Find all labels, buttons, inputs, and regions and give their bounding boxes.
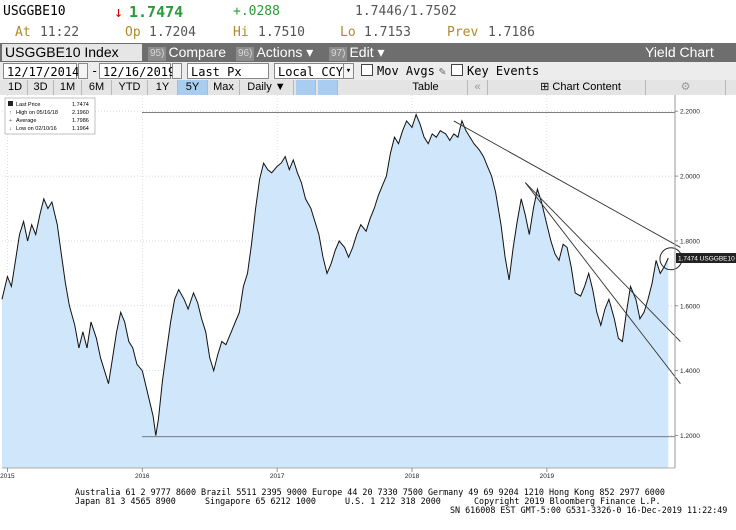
controls-bar: 12/17/2014 - 12/16/2019 Last Px Local CC… [0, 62, 736, 80]
trend-lines [453, 120, 681, 384]
footer-session: SN 616008 EST GMT-5:00 G531-3326-0 16-De… [450, 505, 728, 515]
legend-high: High on 05/16/18 [16, 110, 58, 116]
x-tick-label: 2017 [270, 473, 285, 480]
x-tick-label: 2018 [405, 473, 420, 480]
prev-label: Prev [447, 25, 479, 40]
y-tick-label: 2.0000 [680, 174, 700, 181]
chart-title: Yield Chart [645, 44, 714, 60]
legend-average-value: 1.7986 [72, 118, 89, 124]
period-1m[interactable]: 1M [54, 80, 82, 95]
y-tick-label: 1.4000 [680, 368, 700, 375]
x-tick-label: 2019 [540, 473, 555, 480]
legend-low-value: 1.1964 [72, 126, 89, 132]
edit-menu[interactable]: 97) Edit ▾ [329, 44, 385, 61]
checkbox-icon[interactable] [361, 64, 373, 76]
date-dash: - [91, 64, 99, 78]
footer-copyright: Copyright 2019 Bloomberg Finance L.P. [474, 496, 661, 506]
legend-low: Low on 02/10/16 [16, 126, 57, 132]
last-price-tag: 1.7474 USGGBE10 [676, 253, 736, 264]
reference-lines [142, 112, 675, 438]
ticker-symbol: USGGBE10 [3, 4, 66, 19]
period-6m[interactable]: 6M [82, 80, 112, 95]
period-1d[interactable]: 1D [3, 80, 28, 95]
open-label: Op [125, 25, 141, 40]
legend-last-price-value: 1.7474 [72, 102, 89, 108]
chevron-down-icon[interactable]: ▾ [343, 63, 354, 79]
period-3d[interactable]: 3D [28, 80, 54, 95]
quote-time: 11:22 [40, 25, 80, 40]
currency-select[interactable]: Local CCY [274, 63, 354, 79]
y-axis-ticks: 1.2000 1.4000 1.6000 1.8000 2.0000 2.2000 [675, 109, 700, 440]
footer-japan: Japan 81 3 4565 8900 [75, 496, 176, 506]
table-button[interactable]: Table [384, 80, 468, 95]
pencil-icon[interactable]: ✎ [438, 64, 447, 78]
legend-high-value: 2.1960 [72, 110, 89, 116]
period-max[interactable]: Max [208, 80, 240, 95]
trend-line [524, 182, 681, 384]
title-bar: USGGBE10 Index 95) Compare 96) Actions ▾ 9… [0, 43, 736, 62]
mov-avgs-toggle[interactable]: Mov Avgs ✎ [361, 63, 446, 79]
period-1y[interactable]: 1Y [148, 80, 178, 95]
quote-bar: USGGBE10 ↓ 1.7474 +.0288 1.7446/1.7502 [0, 0, 736, 22]
index-name[interactable]: USGGBE10 Index [2, 44, 142, 61]
footer-singapore: Singapore 65 6212 1000 [205, 496, 316, 506]
high-label: Hi [233, 25, 249, 40]
y-tick-label: 2.2000 [680, 109, 700, 116]
price-change: +.0288 [233, 4, 280, 19]
compare-button[interactable]: 95) Compare [148, 44, 227, 61]
period-bar: 1D 3D 1M 6M YTD 1Y 5Y Max Daily ▼ Table … [0, 80, 736, 95]
high-value: 1.7510 [258, 25, 305, 40]
yield-line [1, 113, 669, 436]
prev-value: 1.7186 [488, 25, 535, 40]
legend-average: Average [16, 118, 36, 124]
footer-us: U.S. 1 212 318 2000 [345, 496, 441, 506]
line-chart-icon[interactable] [296, 80, 316, 95]
end-date-field[interactable]: 12/16/2019 [99, 63, 175, 79]
y-tick-label: 1.8000 [680, 238, 700, 245]
frequency-select[interactable]: Daily ▼ [240, 80, 294, 95]
key-events-toggle[interactable]: Key Events [451, 63, 539, 79]
collapse-icon[interactable]: « [468, 80, 488, 95]
x-tick-label: 2015 [0, 473, 15, 480]
open-value: 1.7204 [149, 25, 196, 40]
legend-last-price: Last Price [16, 102, 40, 108]
chart-legend: Last Price 1.7474 ↑ High on 05/16/18 2.1… [4, 97, 96, 135]
chart-content-button[interactable]: ⊞ Chart Content [516, 80, 646, 95]
at-label: At [15, 25, 31, 40]
period-5y[interactable]: 5Y [178, 80, 208, 95]
last-price-swatch [8, 101, 13, 106]
calendar-icon[interactable] [172, 63, 182, 79]
trend-line [453, 120, 681, 248]
down-arrow-icon: ↓ [114, 3, 124, 21]
actions-menu[interactable]: 96) Actions ▾ [236, 44, 314, 61]
last-price: 1.7474 [129, 3, 184, 21]
trend-line [524, 182, 681, 342]
y-tick-label: 1.2000 [680, 433, 700, 440]
bid-ask: 1.7446/1.7502 [355, 4, 457, 19]
x-axis-ticks: 2015 2016 2017 2018 2019 [0, 467, 675, 480]
quote-details: At 11:22 Op 1.7204 Hi 1.7510 Lo 1.7153 P… [0, 22, 736, 42]
yield-chart[interactable]: 1.2000 1.4000 1.6000 1.8000 2.0000 2.2000 201… [0, 95, 736, 491]
x-tick-label: 2016 [135, 473, 150, 480]
up-marker-icon: ↑ [9, 110, 12, 116]
calendar-icon[interactable] [78, 63, 88, 79]
period-ytd[interactable]: YTD [112, 80, 148, 95]
start-date-field[interactable]: 12/17/2014 [3, 63, 79, 79]
price-field-select[interactable]: Last Px [187, 63, 269, 79]
svg-text:1.7474 USGGBE10: 1.7474 USGGBE10 [678, 256, 735, 263]
low-label: Lo [340, 25, 356, 40]
low-value: 1.7153 [364, 25, 411, 40]
chart-icon: ⊞ [540, 81, 553, 93]
average-marker-icon: + [9, 118, 12, 124]
footer: Australia 61 2 9777 8600 Brazil 5511 239… [0, 487, 736, 530]
footer-contacts: Australia 61 2 9777 8600 Brazil 5511 239… [75, 487, 665, 497]
checkbox-icon[interactable] [451, 64, 463, 76]
settings-gear-icon[interactable]: ⚙ [646, 80, 726, 95]
yield-area [2, 114, 669, 468]
y-tick-label: 1.6000 [680, 303, 700, 310]
down-marker-icon: ↓ [9, 126, 12, 132]
bar-chart-icon[interactable] [318, 80, 338, 95]
